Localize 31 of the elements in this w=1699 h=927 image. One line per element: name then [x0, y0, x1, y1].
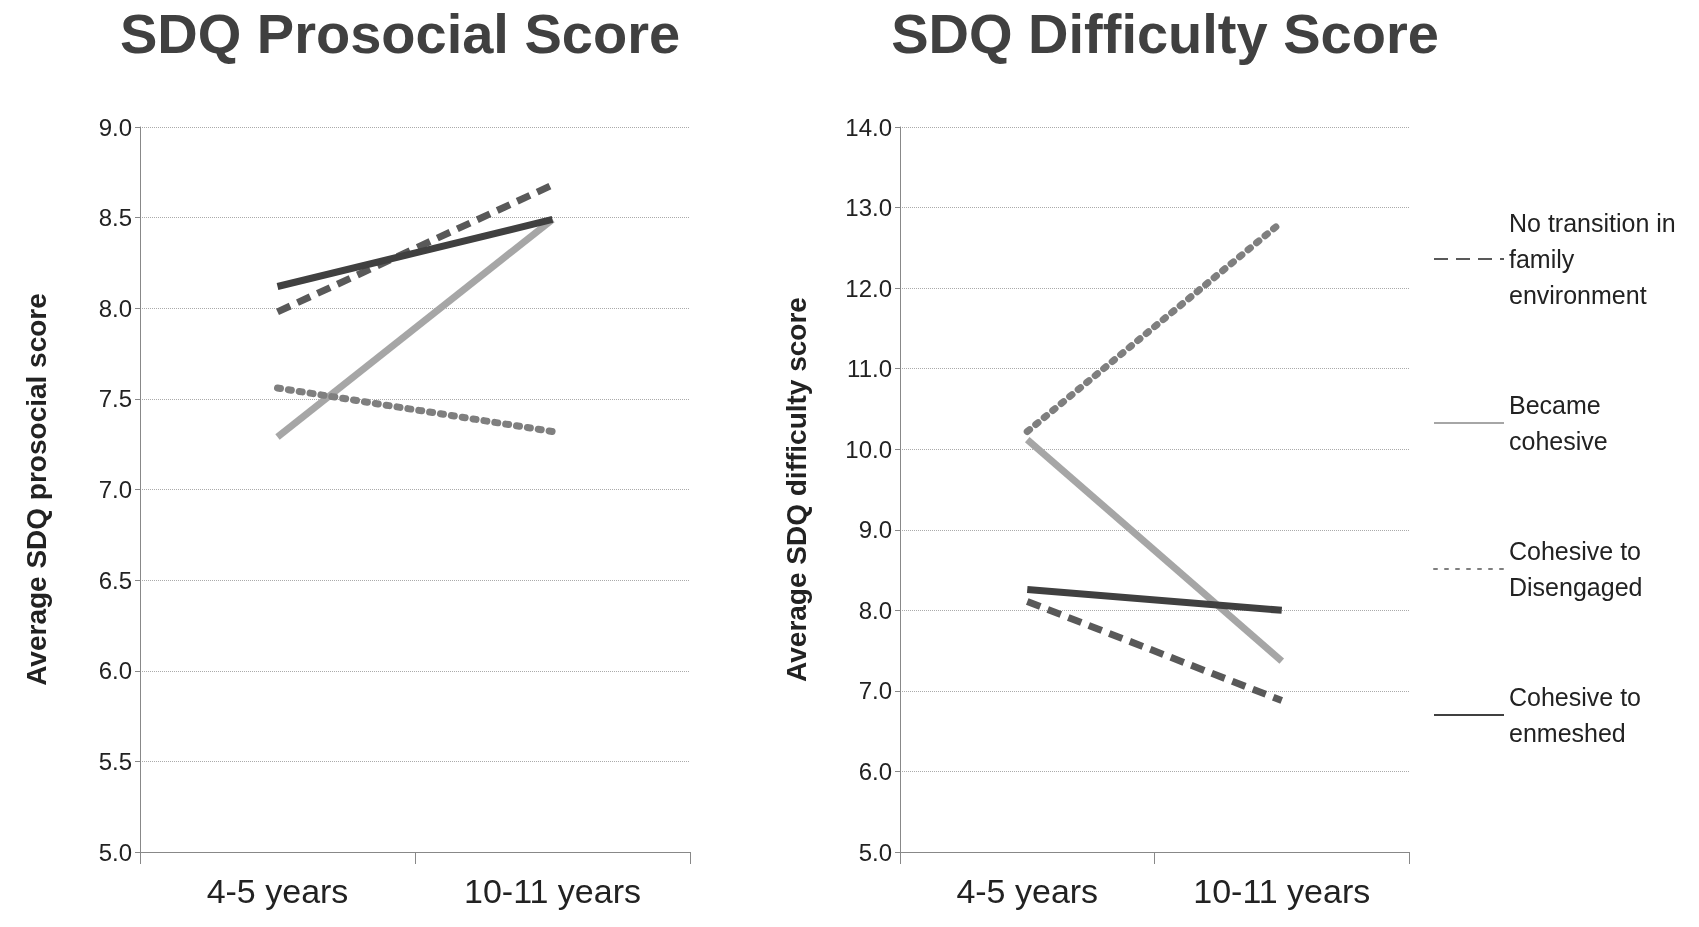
y-tick-label: 10.0 [845, 435, 892, 463]
y-tick-label: 9.0 [858, 516, 892, 544]
chart-title: SDQ Difficulty Score [891, 1, 1439, 65]
y-tick-label: 13.0 [845, 194, 892, 222]
y-tick-label: 6.0 [858, 757, 892, 785]
y-tick-label: 14.0 [845, 113, 892, 141]
legend-label: Became cohesive [1509, 391, 1608, 455]
y-tick-label: 6.0 [98, 657, 132, 685]
y-tick-label: 8.0 [858, 596, 892, 624]
y-tick-label: 8.0 [98, 294, 132, 322]
y-tick-label: 5.5 [98, 747, 132, 775]
y-axis-title: Average SDQ prosocial score [20, 293, 52, 686]
y-tick-label: 7.0 [858, 677, 892, 705]
y-tick-label: 6.5 [98, 566, 132, 594]
x-tick-label: 4-5 years [206, 872, 349, 910]
y-tick-label: 7.5 [98, 385, 132, 413]
y-tick-label: 9.0 [98, 113, 132, 141]
legend-label: Cohesive to enmeshed [1509, 683, 1648, 747]
y-axis-title: Average SDQ difficulty score [780, 297, 812, 682]
x-tick-label: 10-11 years [1193, 872, 1371, 910]
y-tick-label: 8.5 [98, 204, 132, 232]
y-tick-label: 5.0 [98, 838, 132, 866]
y-tick-label: 12.0 [845, 274, 892, 302]
y-tick-label: 7.0 [98, 476, 132, 503]
legend-label: Cohesive to Disengaged [1509, 537, 1648, 601]
chart-title: SDQ Prosocial Score [119, 1, 681, 65]
legend-label: No transition in family environment [1509, 209, 1683, 309]
x-tick-label: 10-11 years [463, 872, 642, 910]
y-tick-label: 5.0 [858, 838, 892, 866]
x-tick-label: 4-5 years [956, 872, 1099, 910]
y-tick-label: 11.0 [847, 355, 892, 383]
